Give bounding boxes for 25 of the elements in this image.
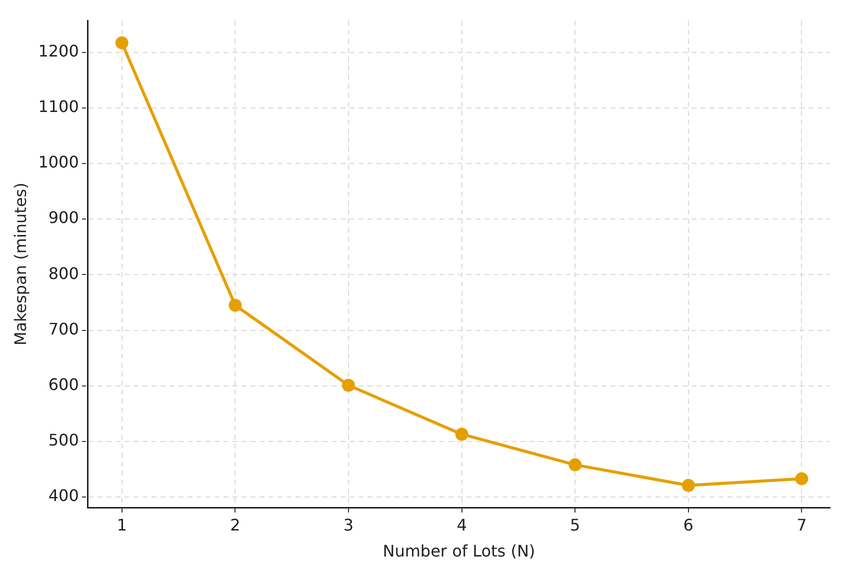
point	[342, 378, 355, 392]
y-tick-label: 700	[48, 319, 79, 338]
x-tick-label: 5	[570, 515, 580, 534]
x-axis-title: Number of Lots (N)	[382, 542, 536, 561]
x-tick-label: 3	[343, 515, 354, 534]
x-tick-label: 1	[116, 515, 127, 534]
x-tick-label: 6	[683, 515, 694, 534]
x-tick-label: 4	[456, 515, 467, 534]
y-tick-label: 1000	[38, 152, 79, 172]
y-tick-label: 800	[48, 264, 79, 283]
y-tick-label: 1100	[38, 97, 79, 116]
y-tick-label: 1200	[38, 41, 79, 60]
y-tick-label: 900	[48, 208, 79, 228]
point	[568, 458, 582, 472]
point	[795, 472, 808, 486]
y-tick-label: 600	[48, 375, 79, 394]
x-tick-label: 2	[230, 515, 240, 534]
x-tick-label: 7	[796, 515, 807, 534]
point	[682, 478, 695, 492]
point	[115, 36, 128, 50]
point	[228, 298, 242, 312]
point	[455, 428, 468, 441]
y-tick-label: 500	[48, 430, 79, 450]
y-axis-title: Makespan (minutes)	[10, 182, 30, 346]
y-tick-label: 400	[48, 486, 79, 506]
